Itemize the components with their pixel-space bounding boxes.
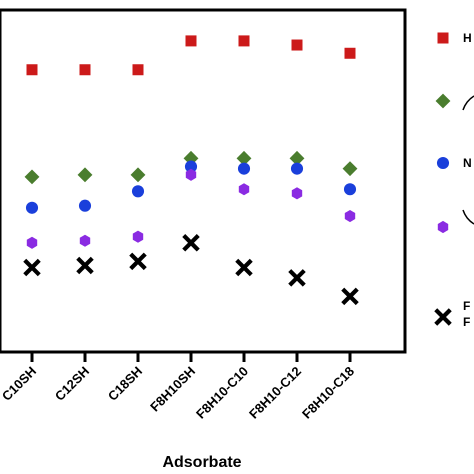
legend-marker-4 [434, 308, 452, 326]
x-tick-label-3: F8H10SH [147, 364, 198, 415]
point-s2-0 [25, 201, 39, 214]
point-s1-4 [236, 150, 252, 166]
x-axis-title: Adsorbate [162, 454, 241, 471]
legend-marker-3 [437, 220, 449, 234]
point-s2-1 [78, 199, 92, 212]
point-s2-6 [343, 183, 357, 196]
legend-label-4-line2: F [463, 315, 470, 329]
x-tick-labels: C10SH C12SH C18SH F8H10SHF8H10-C10F8H10-C12… [0, 364, 357, 422]
point-s1-1 [77, 167, 93, 183]
point-s0-6 [344, 47, 356, 59]
x-tick-label-4: F8H10-C10 [193, 364, 251, 422]
legend: H N FF [434, 31, 474, 329]
x-tick-label-1: C12SH [52, 364, 92, 404]
legend-label-0: H [463, 31, 472, 45]
point-s3-6 [344, 210, 356, 223]
point-s1-5 [289, 150, 305, 166]
point-s4-1 [76, 256, 94, 275]
point-s3-2 [132, 230, 144, 243]
point-s0-0 [26, 64, 38, 76]
x-tick-label-2: C18SH [105, 364, 145, 404]
x-tick-label-0: C10SH [0, 364, 39, 404]
point-s0-2 [132, 64, 144, 76]
legend-connector-1 [462, 95, 474, 111]
point-s2-3 [184, 160, 198, 173]
legend-label-2: N [463, 156, 472, 170]
x-tick-label-6: F8H10-C18 [299, 364, 357, 422]
x-tick-label-5: F8H10-C12 [246, 364, 304, 422]
x-tick-marks [30, 352, 352, 362]
legend-marker-2 [436, 156, 450, 170]
legend-connector-2 [462, 209, 474, 225]
data-points [23, 35, 359, 306]
point-s1-6 [342, 161, 358, 177]
point-s3-4 [238, 183, 250, 196]
point-s4-6 [341, 287, 359, 306]
point-s4-0 [23, 258, 41, 277]
point-s3-1 [79, 234, 91, 247]
point-s4-4 [235, 258, 253, 277]
point-s3-5 [291, 187, 303, 200]
point-s1-0 [24, 169, 40, 185]
point-s4-2 [129, 252, 147, 271]
point-s1-2 [130, 167, 146, 183]
legend-marker-0 [437, 32, 449, 44]
point-s0-1 [79, 64, 91, 76]
point-s2-2 [131, 185, 145, 198]
legend-marker-1 [435, 93, 451, 109]
point-s4-3 [182, 234, 200, 252]
point-s2-5 [290, 162, 304, 175]
legend-label-4: F [463, 299, 470, 313]
point-s2-4 [237, 162, 251, 175]
point-s3-0 [26, 236, 38, 249]
point-s0-3 [185, 35, 197, 47]
point-s0-5 [291, 39, 303, 51]
point-s4-5 [288, 269, 306, 287]
point-s0-4 [238, 35, 250, 47]
plot-frame [0, 8, 407, 354]
point-s3-3 [185, 168, 197, 181]
